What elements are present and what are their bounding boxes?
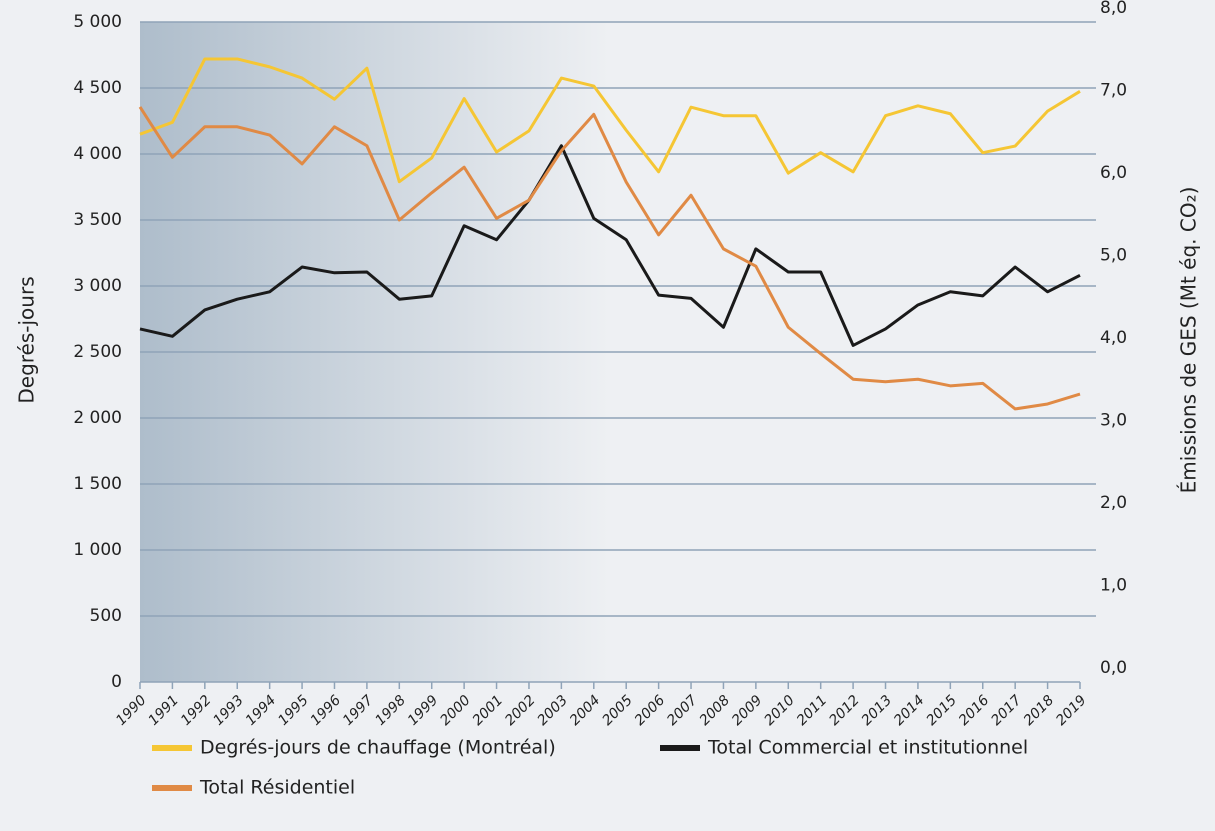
legend-label: Total Résidentiel — [199, 777, 355, 799]
y2-tick-label: 1,0 — [1100, 576, 1127, 596]
x-tick-label: 2001 — [470, 692, 507, 729]
y2-tick-label: 3,0 — [1100, 411, 1127, 431]
x-tick-label: 2014 — [891, 692, 928, 729]
legend-label: Total Commercial et institutionnel — [707, 737, 1028, 759]
x-tick-label: 2012 — [826, 692, 863, 729]
y-tick-label: 4 000 — [73, 144, 122, 164]
x-tick-label: 2006 — [632, 692, 669, 729]
x-tick-label: 2002 — [502, 692, 539, 729]
x-tick-label: 2004 — [567, 692, 604, 729]
x-tick-label: 1995 — [275, 692, 312, 729]
series-line — [139, 144, 1081, 347]
legend-label: Degrés-jours de chauffage (Montréal) — [200, 737, 556, 759]
x-tick-label: 1999 — [405, 692, 442, 729]
y-tick-label: 3 500 — [73, 210, 122, 230]
y2-tick-label: 6,0 — [1100, 163, 1127, 183]
y-tick-label: 1 500 — [73, 474, 122, 494]
x-tick-label: 1997 — [340, 692, 377, 729]
x-tick-label: 1998 — [372, 692, 409, 729]
y-tick-label: 2 500 — [73, 342, 122, 362]
x-tick-label: 2019 — [1053, 692, 1090, 729]
x-tick-label: 1993 — [210, 692, 247, 729]
y2-tick-label: 2,0 — [1100, 493, 1127, 513]
x-tick-label: 2013 — [859, 692, 896, 729]
x-tick-label: 1992 — [178, 692, 215, 729]
x-tick-label: 2011 — [794, 692, 831, 729]
y2-tick-label: 5,0 — [1100, 246, 1127, 266]
y-tick-label: 500 — [90, 606, 122, 626]
y-tick-label: 2 000 — [73, 408, 122, 428]
x-tick-label: 2009 — [729, 692, 766, 729]
y-tick-label: 4 500 — [73, 78, 122, 98]
x-tick-label: 1990 — [113, 692, 150, 729]
x-tick-label: 2007 — [664, 692, 701, 729]
x-tick-label: 2005 — [599, 692, 636, 729]
y-tick-label: 0 — [111, 672, 122, 692]
x-tick-label: 2016 — [956, 692, 993, 729]
y2-tick-label: 8,0 — [1100, 0, 1127, 18]
x-tick-label: 2003 — [535, 692, 572, 729]
x-tick-label: 2015 — [923, 692, 960, 729]
y-tick-label: 3 000 — [73, 276, 122, 296]
x-tick-label: 2010 — [761, 692, 798, 729]
series-line — [139, 57, 1081, 184]
y2-tick-label: 0,0 — [1100, 658, 1127, 678]
x-tick-label: 2017 — [988, 692, 1025, 729]
x-tick-label: 2000 — [437, 692, 474, 729]
x-tick-label: 1994 — [243, 692, 280, 729]
y-tick-label: 5 000 — [73, 12, 122, 32]
y2-axis-title: Émissions de GES (Mt éq. CO₂) — [1177, 187, 1201, 494]
x-tick-label: 1991 — [146, 692, 183, 729]
x-tick-label: 1996 — [308, 692, 345, 729]
y2-tick-label: 7,0 — [1100, 81, 1127, 101]
x-tick-label: 2008 — [697, 692, 734, 729]
y-tick-label: 1 000 — [73, 540, 122, 560]
y2-tick-label: 4,0 — [1100, 328, 1127, 348]
series-line — [138, 106, 1081, 411]
y-axis-title: Degrés-jours — [15, 276, 39, 403]
x-tick-label: 2018 — [1021, 692, 1058, 729]
